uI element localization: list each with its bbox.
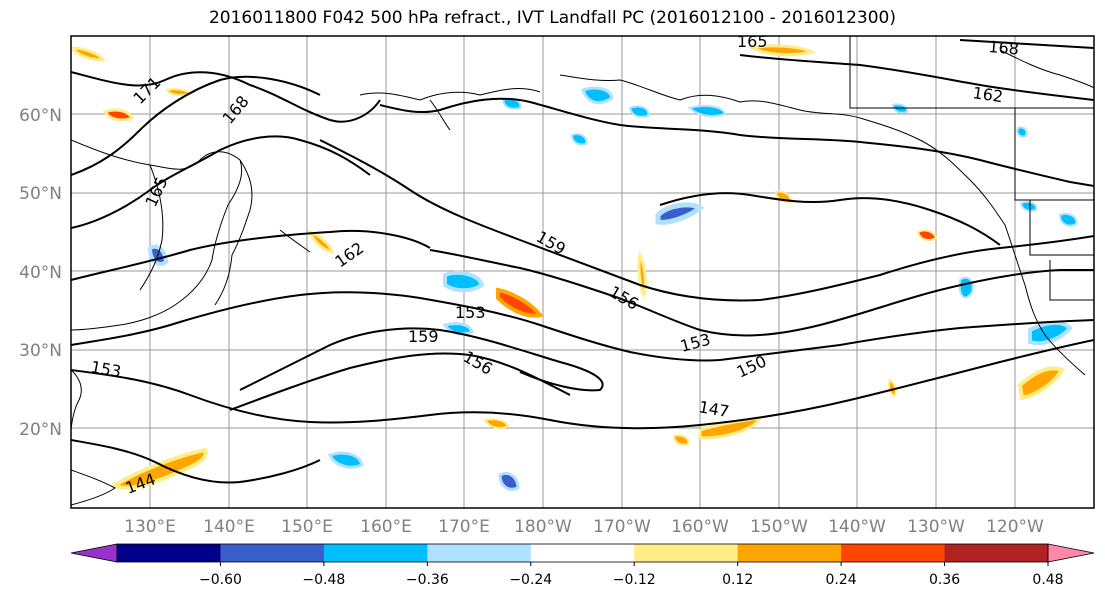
colorbar-tick-label: 0.48 [1032,572,1063,588]
contour-label: 159 [408,327,439,346]
colorbar-tick-label: −0.48 [302,572,345,588]
positive-patch [747,44,817,57]
positive-patch [496,287,544,318]
lat-label: 50°N [19,184,62,204]
negative-patch [570,133,588,146]
negative-patch [655,202,705,225]
lat-label: 30°N [19,341,62,361]
positive-patch [483,418,510,429]
contour-label: 162 [971,83,1004,106]
negative-patch [327,451,364,469]
colorbar-segment [634,544,739,562]
colorbar-tick-label: 0.24 [826,572,857,588]
lat-label: 20°N [19,420,62,440]
lon-label: 180°W [514,517,572,537]
colorbar-segment [944,544,1049,562]
shading-patches [71,44,1078,491]
colorbar: −0.60 −0.48 −0.36 −0.24 −0.12 0.12 0.24 0.36 0.4… [70,543,1095,588]
latitude-labels: 60°N 50°N 40°N 30°N 20°N [19,106,62,440]
positive-patch [111,447,208,490]
negative-patch [1058,213,1078,227]
negative-patch [688,105,727,117]
colorbar-tick-label: −0.36 [406,572,449,588]
positive-patch [672,434,690,446]
colorbar-segment [530,544,635,562]
lon-label: 170°W [593,517,651,537]
map-background [71,36,1094,508]
colorbar-tick-label: −0.12 [613,572,656,588]
negative-patch [581,86,614,105]
contour-label: 165 [737,32,768,51]
lon-label: 140°E [203,517,255,537]
negative-patch [1028,321,1073,346]
figure-title: 2016011800 F042 500 hPa refract., IVT La… [208,8,896,28]
negative-patch [958,276,974,299]
lat-label: 60°N [19,106,62,126]
colorbar-segment [427,544,532,562]
lon-label: 160°E [360,517,412,537]
lon-label: 170°E [438,517,490,537]
negative-patch [443,270,485,293]
colorbar-outline [116,543,1049,563]
height-contours [71,39,1094,484]
colorbar-tick-label: −0.24 [509,572,552,588]
longitude-labels: 130°E 140°E 150°E 160°E 170°E 180°W 170°… [124,517,1044,537]
colorbar-segment [323,544,428,562]
positive-patch [916,229,938,241]
colorbar-segment [117,544,221,562]
negative-patch [891,103,909,114]
positive-patch [1017,366,1065,401]
colorbar-tick-label: 0.12 [722,572,753,588]
positive-patch [307,229,335,255]
negative-patch [1019,200,1038,212]
lat-label: 40°N [19,263,62,283]
colorbar-segment [220,544,325,562]
lon-label: 130°W [907,517,965,537]
coastlines [71,36,1094,506]
colorbar-segment [737,544,842,562]
colorbar-tick-label: −0.60 [199,572,242,588]
lon-label: 160°W [671,517,729,537]
negative-patch [628,105,650,118]
lon-label: 120°W [986,517,1044,537]
positive-patch [102,108,135,122]
colorbar-tick-label: 0.36 [929,572,960,588]
lon-label: 140°W [828,517,886,537]
colorbar-extend-low [70,543,118,563]
contour-label: 153 [455,303,486,322]
positive-patch [71,46,106,62]
contour-label: 168 [988,37,1020,59]
positive-patch [888,378,897,398]
positive-patch [637,250,647,300]
colorbar-segment [841,544,946,562]
map-frame [70,35,1095,509]
lon-label: 150°W [750,517,808,537]
colorbar-extend-high [1047,543,1095,563]
positive-patch [774,190,792,204]
negative-patch [498,472,520,491]
lon-label: 150°E [281,517,333,537]
lon-label: 130°E [124,517,176,537]
negative-patch [1016,126,1028,138]
